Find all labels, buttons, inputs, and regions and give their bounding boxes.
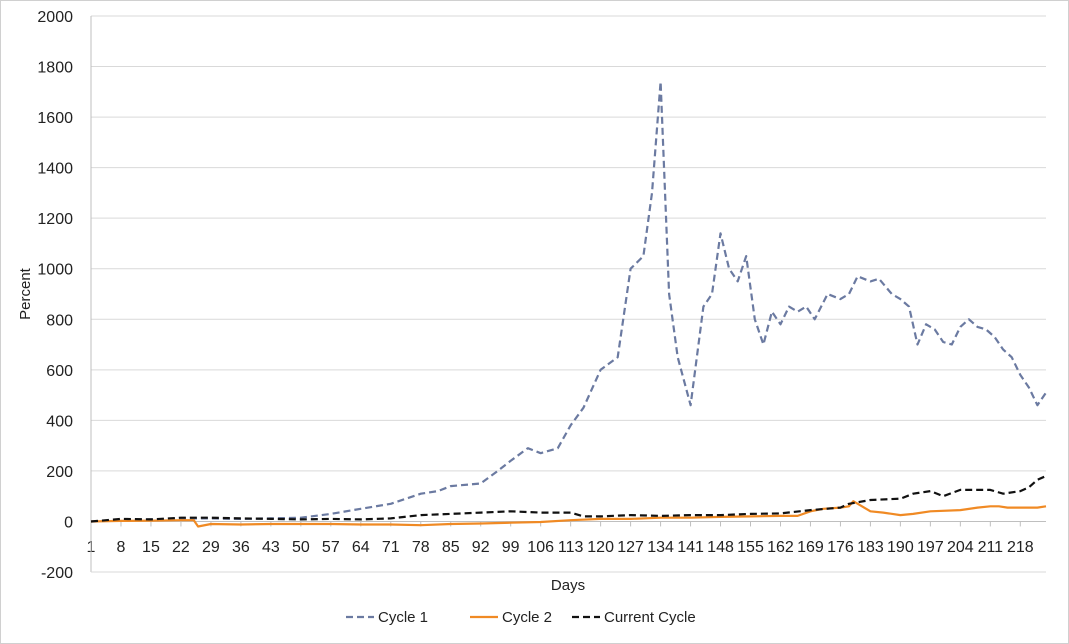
axes [90,16,1046,573]
x-tick-label: 22 [172,539,190,556]
y-tick-label: 200 [46,464,73,481]
gridlines [91,15,1046,573]
x-axis-label: Days [551,577,585,594]
x-tick-label: 50 [292,539,310,556]
x-tick-label: 85 [442,539,460,556]
x-tick-label: 43 [262,539,280,556]
x-tick-label: 211 [978,539,1004,556]
x-tick-label: 99 [502,539,520,556]
y-tick-label: 1400 [37,161,73,178]
y-tick-label: 1800 [37,60,73,77]
x-tick-label: 113 [558,539,584,556]
x-tick-label: 155 [737,539,764,556]
series-lines [90,80,1047,528]
x-tick-label: 106 [527,539,554,556]
y-tick-label: 1000 [37,262,73,279]
series-line-1 [90,80,1047,523]
x-tick-label: 134 [647,539,674,556]
series-line-2 [90,500,1047,528]
y-tick-label: 1200 [37,211,73,228]
x-tick-label: 71 [382,539,400,556]
legend-label: Cycle 2 [502,609,552,626]
x-tick-label: 29 [202,539,220,556]
y-axis-ticks: -200 0 200 400 600 800 1000 1200 1400 1600 1800 200… [37,9,73,582]
y-tick-label: 600 [46,363,73,380]
x-axis-ticks: 1 8 15 22 29 36 43 50 57 64 71 78 85 92 99 106 113 120 127… [87,521,1034,556]
x-tick-label: 197 [917,539,944,556]
x-tick-label: 57 [322,539,340,556]
x-tick-label: 183 [857,539,884,556]
x-tick-label: 120 [587,539,614,556]
x-tick-label: 78 [412,539,430,556]
y-tick-label: 1600 [37,110,73,127]
x-tick-label: 36 [232,539,250,556]
y-tick-label: 0 [64,514,73,531]
legend: Cycle 1 Cycle 2 Current Cycle [346,609,696,626]
y-tick-label: 400 [46,413,73,430]
x-tick-label: 15 [142,539,160,556]
x-tick-label: 162 [767,539,794,556]
x-tick-label: 176 [827,539,854,556]
y-tick-label: 2000 [37,9,73,26]
x-tick-label: 92 [472,539,490,556]
x-tick-label: 169 [797,539,824,556]
x-tick-label: 8 [117,539,126,556]
y-tick-label: 800 [46,312,73,329]
x-tick-label: 141 [677,539,704,556]
y-axis-label: Percent [17,267,34,320]
x-tick-label: 148 [707,539,734,556]
x-tick-label: 64 [352,539,370,556]
x-tick-label: 204 [947,539,974,556]
x-tick-label: 218 [1007,539,1034,556]
legend-label: Cycle 1 [378,609,428,626]
x-tick-label: 190 [887,539,914,556]
legend-label: Current Cycle [604,609,696,626]
x-tick-label: 127 [617,539,644,556]
y-tick-label: -200 [41,565,73,582]
series-line-3 [90,474,1047,523]
